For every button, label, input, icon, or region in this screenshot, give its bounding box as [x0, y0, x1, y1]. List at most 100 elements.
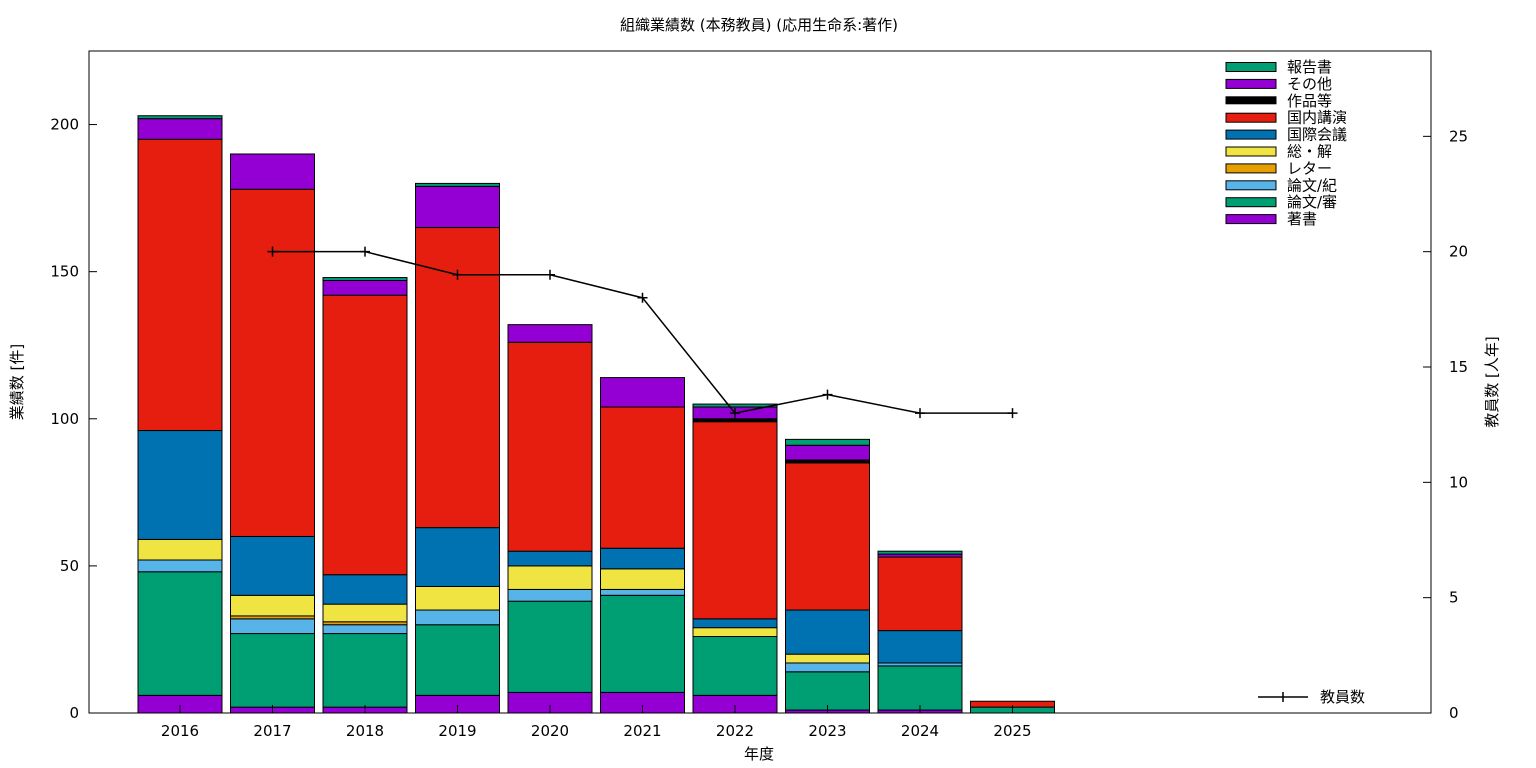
- y2-tick-label: 15: [1449, 358, 1468, 376]
- y2-tick-label: 0: [1449, 704, 1459, 722]
- x-tick-label: 2025: [993, 722, 1031, 740]
- bar-segment: [137, 430, 223, 540]
- bar-segment: [600, 588, 685, 596]
- y2-tick-label: 5: [1449, 589, 1459, 607]
- x-tick-label: 2022: [716, 722, 754, 740]
- bar-segment: [692, 421, 778, 620]
- y-tick-label: 50: [60, 557, 79, 575]
- bar-segment: [600, 406, 685, 549]
- staff-point: [452, 269, 463, 280]
- bar-segment: [785, 653, 870, 664]
- bar-segment: [230, 535, 315, 596]
- bar-segment: [785, 671, 870, 711]
- x-tick-label: 2021: [623, 722, 661, 740]
- legend-swatch: [1225, 112, 1277, 123]
- bar-segment: [137, 118, 223, 140]
- legend-label: レター: [1287, 159, 1332, 177]
- staff-point: [822, 389, 833, 400]
- bar-segment: [415, 624, 500, 696]
- bar-segment: [137, 538, 223, 561]
- legend-swatch: [1225, 62, 1277, 72]
- y-tick-label: 100: [50, 410, 79, 428]
- bar-segment: [415, 527, 500, 587]
- bars-layer: [137, 115, 1055, 714]
- y-axis-title: 業績数 [件]: [8, 344, 26, 420]
- staff-point: [915, 408, 925, 419]
- bar-segment: [415, 585, 500, 611]
- bar-segment: [600, 547, 685, 570]
- bar-segment: [692, 618, 778, 629]
- y2-tick-label: 25: [1449, 127, 1468, 145]
- bar-segment: [785, 444, 870, 461]
- bar-segment: [692, 627, 778, 638]
- bar-segment: [877, 550, 963, 555]
- y2-tick-label: 10: [1449, 473, 1468, 491]
- legend-swatch: [1225, 146, 1277, 157]
- y-tick-label: 200: [50, 116, 79, 134]
- legend-swatch: [1225, 163, 1277, 174]
- bar-segment: [785, 662, 870, 673]
- legend-label: その他: [1287, 75, 1332, 93]
- bar-segment: [322, 279, 408, 296]
- legend-swatch: [1225, 129, 1277, 140]
- bar-segment: [877, 556, 963, 632]
- y-tick-label: 150: [50, 263, 79, 281]
- bar-segment: [137, 559, 223, 573]
- bar-segment: [785, 609, 870, 655]
- legend-swatch: [1225, 96, 1277, 105]
- staff-point: [360, 246, 370, 257]
- staff-point: [637, 292, 648, 303]
- bar-segment: [415, 185, 500, 229]
- chart-title: 組織業績数 (本務教員) (応用生命系:著作): [620, 16, 898, 34]
- staff-point: [267, 246, 278, 257]
- bar-segment: [322, 603, 408, 623]
- bar-segment: [785, 462, 870, 611]
- legend-label: 論文/紀: [1287, 176, 1337, 194]
- bar-segment: [230, 188, 315, 537]
- bar-segment: [600, 568, 685, 590]
- x-tick-label: 2017: [253, 722, 291, 740]
- bar-segment: [322, 294, 408, 576]
- y2-tick-label: 20: [1449, 243, 1468, 261]
- bar-segment: [322, 574, 408, 605]
- bar-segment: [230, 618, 315, 635]
- legend-swatch: [1225, 180, 1277, 191]
- x-tick-label: 2016: [161, 722, 199, 740]
- bar-segment: [877, 665, 963, 711]
- bar-segment: [600, 377, 685, 408]
- x-tick-label: 2018: [346, 722, 384, 740]
- x-tick-label: 2019: [438, 722, 476, 740]
- bar-segment: [415, 182, 500, 187]
- legend-label: 論文/審: [1287, 193, 1337, 211]
- legend-label: 国際会議: [1287, 126, 1347, 144]
- bar-segment: [322, 624, 408, 635]
- bar-segment: [507, 324, 593, 343]
- legend-label: 国内講演: [1287, 109, 1347, 127]
- x-tick-label: 2023: [808, 722, 846, 740]
- bar-segment: [507, 565, 593, 590]
- bar-segment: [507, 341, 593, 552]
- bar-segment: [692, 403, 778, 408]
- bar-segment: [137, 571, 223, 696]
- x-axis-title: 年度: [744, 745, 774, 763]
- legend-label: 著書: [1287, 210, 1317, 228]
- staff-point: [545, 269, 555, 280]
- legend-label: 総・解: [1287, 143, 1332, 161]
- bar-segment: [415, 609, 500, 626]
- legend-label: 報告書: [1287, 58, 1332, 76]
- bar-segment: [137, 115, 223, 120]
- bar-segment: [877, 630, 963, 664]
- bar-segment: [507, 550, 593, 567]
- legend-swatch: [1225, 197, 1277, 208]
- bar-segment: [230, 153, 315, 190]
- y-tick-label: 0: [69, 704, 79, 722]
- y2-axis-title: 教員数 [人年]: [1483, 336, 1501, 427]
- bar-segment: [322, 633, 408, 708]
- staff-point: [1007, 408, 1018, 419]
- legend-swatch: [1225, 214, 1277, 225]
- x-tick-label: 2020: [531, 722, 569, 740]
- bar-segment: [230, 594, 315, 617]
- bar-segment: [322, 277, 408, 281]
